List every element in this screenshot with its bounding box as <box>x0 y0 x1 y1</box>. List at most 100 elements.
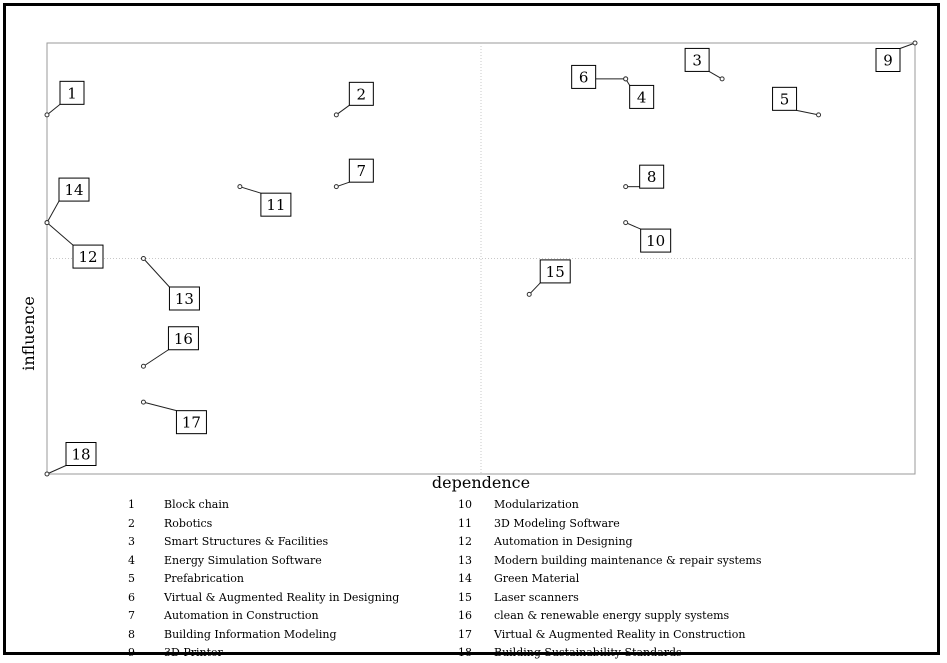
point-14 <box>44 220 50 226</box>
point-17 <box>140 399 146 405</box>
point-label-5: 5 <box>780 90 790 108</box>
leader-line-16 <box>143 349 169 367</box>
point-label-box-4 <box>629 84 655 109</box>
legend-number: 16 <box>458 609 472 622</box>
point-label-box-9 <box>875 48 901 72</box>
point-label-box-7 <box>348 158 374 183</box>
point-label-11: 11 <box>266 196 285 214</box>
point-label-15: 15 <box>546 263 565 281</box>
leader-line-1 <box>46 103 61 116</box>
legend-number: 10 <box>458 498 472 511</box>
point-label-box-13 <box>168 286 200 311</box>
leader-line-2 <box>336 104 350 116</box>
point-3 <box>719 76 725 82</box>
legend-label: Smart Structures & Facilities <box>164 535 329 548</box>
legend-item-5: 5 Prefabrication <box>128 570 399 589</box>
legend-label: 3D Modeling Software <box>494 516 620 530</box>
point-9 <box>912 40 918 46</box>
point-label-8: 8 <box>647 168 657 186</box>
legend-item-9: 9 3D Printer <box>128 644 399 663</box>
point-label-4: 4 <box>637 88 647 106</box>
legend-number: 9 <box>128 646 135 659</box>
point-13 <box>140 256 146 261</box>
point-label-box-16 <box>167 326 199 351</box>
legend-column-right: 10 Modularization 11 3D Modeling Software 12… <box>458 496 761 663</box>
leader-line-3 <box>708 70 723 80</box>
leader-line-13 <box>143 258 170 288</box>
legend-item-11: 11 3D Modeling Software <box>458 515 761 534</box>
point-15 <box>526 291 532 297</box>
point-5 <box>816 112 822 118</box>
point-label-box-18 <box>65 442 97 466</box>
point-label-2: 2 <box>357 85 367 103</box>
legend-item-2: 2 Robotics <box>128 515 399 534</box>
point-label-box-1 <box>59 80 85 105</box>
legend-number: 8 <box>128 627 135 641</box>
legend-number: 12 <box>458 535 472 548</box>
legend-item-8: 8 Building Information Modeling <box>128 626 399 645</box>
legend-label: Laser scanners <box>494 590 579 604</box>
point-18 <box>44 471 50 477</box>
point-label-box-6 <box>571 64 597 89</box>
point-label-box-5 <box>772 86 798 111</box>
point-label-10: 10 <box>646 232 665 250</box>
point-label-17: 17 <box>182 414 201 432</box>
point-label-3: 3 <box>692 51 702 69</box>
legend-label: Building Information Modeling <box>164 627 337 641</box>
legend-label: clean & renewable energy supply systems <box>494 609 730 622</box>
leader-line-18 <box>46 465 67 475</box>
legend-label: Robotics <box>164 516 213 530</box>
leader-line-17 <box>143 401 177 412</box>
legend-number: 4 <box>128 553 135 567</box>
point-1 <box>44 112 50 118</box>
point-8 <box>623 184 629 190</box>
legend-item-4: 4 Energy Simulation Software <box>128 552 399 571</box>
point-label-box-17 <box>175 410 207 435</box>
legend-label: Energy Simulation Software <box>164 553 322 567</box>
legend-item-16: 16 clean & renewable energy supply system… <box>458 607 761 626</box>
leader-line-15 <box>528 282 541 295</box>
leader-line-11 <box>239 186 262 194</box>
point-label-box-8 <box>639 164 665 189</box>
point-label-14: 14 <box>64 181 83 199</box>
legend-item-18: 18 Building Sustainability Standards <box>458 644 761 663</box>
legend-label: Block chain <box>164 498 229 511</box>
point-16 <box>140 363 146 369</box>
point-10 <box>623 220 629 226</box>
leader-line-10 <box>625 222 641 230</box>
legend-number: 1 <box>128 498 135 511</box>
point-label-1: 1 <box>67 84 77 102</box>
legend-number: 15 <box>458 590 472 604</box>
point-6 <box>623 76 629 82</box>
point-label-box-14 <box>58 177 90 202</box>
leader-line-9 <box>899 42 916 49</box>
legend-label: Prefabrication <box>164 572 244 585</box>
legend-number: 7 <box>128 609 135 622</box>
legend-item-7: 7 Automation in Construction <box>128 607 399 626</box>
legend-label: Building Sustainability Standards <box>494 646 682 659</box>
legend-item-14: 14 Green Material <box>458 570 761 589</box>
point-label-16: 16 <box>174 330 193 348</box>
point-label-6: 6 <box>579 68 589 86</box>
point-label-box-11 <box>260 192 292 217</box>
legend-label: Modern building maintenance & repair sys… <box>494 553 762 567</box>
legend-number: 2 <box>128 516 135 530</box>
legend-item-17: 17 Virtual & Augmented Reality in Constru… <box>458 626 761 645</box>
point-7 <box>333 184 339 190</box>
legend-number: 13 <box>458 553 472 567</box>
point-label-7: 7 <box>357 162 367 180</box>
legend-item-12: 12 Automation in Designing <box>458 533 761 552</box>
legend-number: 5 <box>128 572 135 585</box>
point-label-box-10 <box>640 228 672 253</box>
legend-item-10: 10 Modularization <box>458 496 761 515</box>
point-label-18: 18 <box>71 446 90 464</box>
legend-number: 14 <box>458 572 472 585</box>
legend-number: 18 <box>458 646 472 659</box>
leader-line-5 <box>796 109 819 116</box>
point-label-box-12 <box>72 244 104 269</box>
point-label-box-3 <box>684 47 710 72</box>
point-label-13: 13 <box>175 290 194 308</box>
point-label-9: 9 <box>883 52 893 70</box>
